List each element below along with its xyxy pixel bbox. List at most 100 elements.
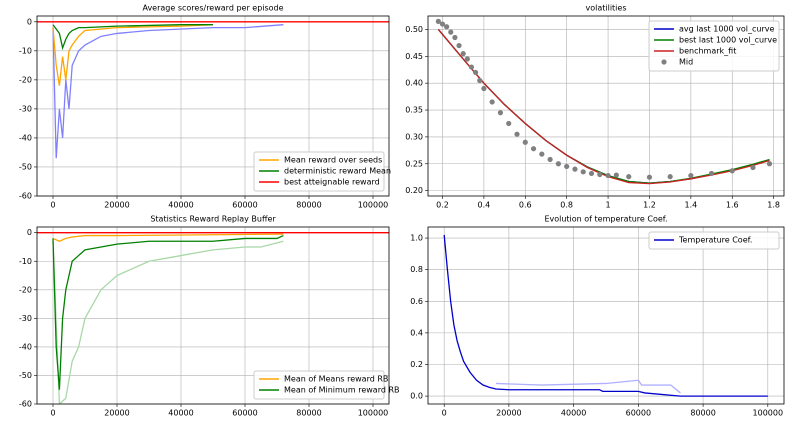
axes-frame <box>427 15 785 197</box>
x-tick-label: 80000 <box>296 201 321 210</box>
scatter-point <box>547 156 553 163</box>
subplot: Average scores/reward per episode 0 20000 4… <box>19 4 391 210</box>
x-tick-label: 20000 <box>496 409 521 418</box>
x-tick-label: 0.8 <box>560 201 573 210</box>
legend: Mean of Means reward RB Mean of Minimum r… <box>253 370 400 400</box>
y-tick-label: -20 <box>19 285 32 294</box>
legend-label: Mean of Minimum reward RB <box>284 386 400 395</box>
scatter-point <box>597 171 603 178</box>
scatter-point <box>580 169 586 175</box>
scatter-point <box>522 139 528 145</box>
legend-label: deterministic reward Mean <box>284 167 391 176</box>
scatter-point <box>506 120 512 127</box>
x-tick-label: 60000 <box>232 409 257 418</box>
scatter-point <box>750 164 756 171</box>
scatter-point <box>452 34 458 41</box>
scatter-point <box>613 172 619 178</box>
axes-frame <box>427 226 785 405</box>
x-tick-label: 1.2 <box>643 201 656 210</box>
subplot-title: volatilities <box>585 4 626 13</box>
x-tick-label: 60000 <box>626 409 651 418</box>
y-tick-label: 0.45 <box>405 52 423 61</box>
y-tick-label: 0.8 <box>410 265 423 274</box>
x-tick-label: 1.4 <box>684 201 697 210</box>
x-tick-label: 0 <box>50 409 55 418</box>
scatter-point <box>497 110 504 116</box>
scatter-point <box>708 170 715 177</box>
series-line <box>52 233 284 242</box>
series-line <box>52 234 284 390</box>
legend: Temperature Coef. <box>648 231 780 250</box>
x-tick-label: 40000 <box>168 201 193 210</box>
x-tick-label: 0 <box>442 409 447 418</box>
legend-frame <box>648 231 780 250</box>
axes-frame <box>36 226 390 405</box>
y-tick-label: 0 <box>27 17 32 26</box>
y-tick-label: 0.40 <box>405 79 423 88</box>
legend-swatch <box>661 59 667 65</box>
series-line <box>52 240 284 404</box>
series-line <box>52 24 214 86</box>
subplot-title: Statistics Reward Replay Buffer <box>150 215 276 224</box>
y-tick-label: 0.0 <box>410 392 423 401</box>
scatter-point <box>555 161 561 167</box>
legend-label: Mean reward over seeds <box>284 156 382 165</box>
y-tick-label: 0.30 <box>405 132 423 141</box>
subplot-title: Evolution of temperature Coef. <box>544 215 667 224</box>
plot-area <box>37 232 389 404</box>
subplot: volatilities 0.2 0.4 0.6 0.8 1 1.2 1.4 1.6 1.8 0.2… <box>405 4 785 210</box>
series-line <box>52 24 284 159</box>
legend-label: Temperature Coef. <box>678 236 752 245</box>
scatter-point <box>444 24 450 30</box>
x-tick-label: 60000 <box>232 201 257 210</box>
legend-label: benchmark_fit <box>679 47 736 56</box>
legend-frame <box>648 20 780 72</box>
y-tick-label: 0.6 <box>410 297 423 306</box>
x-tick-label: 0 <box>50 201 55 210</box>
legend-label: avg last 1000 vol_curve <box>679 25 774 34</box>
axes-frame <box>36 15 390 197</box>
x-tick-label: 20000 <box>104 409 129 418</box>
scatter-point <box>473 69 479 76</box>
scatter-point <box>460 51 466 57</box>
x-tick-label: 40000 <box>561 409 586 418</box>
scatter-point <box>435 18 441 24</box>
x-tick-label: 1.8 <box>767 201 780 210</box>
y-tick-label: -10 <box>19 46 32 55</box>
y-tick-label: 0.20 <box>405 186 423 195</box>
series-line <box>52 24 213 51</box>
scatter-point <box>481 85 487 92</box>
subplot: Evolution of temperature Coef. 0 20000 4000… <box>410 215 785 418</box>
plot-area <box>435 18 773 185</box>
x-tick-label: 100000 <box>358 409 389 418</box>
plot-area <box>37 21 389 159</box>
x-tick-label: 20000 <box>104 201 129 210</box>
legend-frame <box>253 370 385 400</box>
y-tick-label: -30 <box>19 104 32 113</box>
scatter-point <box>539 151 545 157</box>
y-tick-label: -50 <box>19 371 32 380</box>
scatter-point <box>588 170 595 177</box>
x-tick-label: 80000 <box>690 409 715 418</box>
y-tick-label: -20 <box>19 75 32 84</box>
scatter-point <box>439 21 446 27</box>
x-tick-label: 0.4 <box>478 201 491 210</box>
subplot-title: Average scores/reward per episode <box>142 4 283 13</box>
scatter-point <box>456 42 462 49</box>
x-tick-label: 1 <box>606 201 611 210</box>
scatter-point <box>688 172 694 179</box>
scatter-point <box>646 174 653 180</box>
x-tick-label: 0.2 <box>436 201 449 210</box>
y-tick-label: 0.4 <box>410 328 423 337</box>
y-tick-label: -60 <box>19 400 32 409</box>
x-tick-label: 0.6 <box>519 201 532 210</box>
legend: Mean reward over seeds deterministic rewa… <box>253 151 391 192</box>
y-tick-label: -60 <box>19 192 32 201</box>
series-line <box>495 379 681 394</box>
scatter-point <box>448 29 454 35</box>
scatter-point <box>464 56 470 62</box>
legend-label: best atteignable reward <box>284 178 380 187</box>
y-tick-label: 1.0 <box>410 234 423 243</box>
